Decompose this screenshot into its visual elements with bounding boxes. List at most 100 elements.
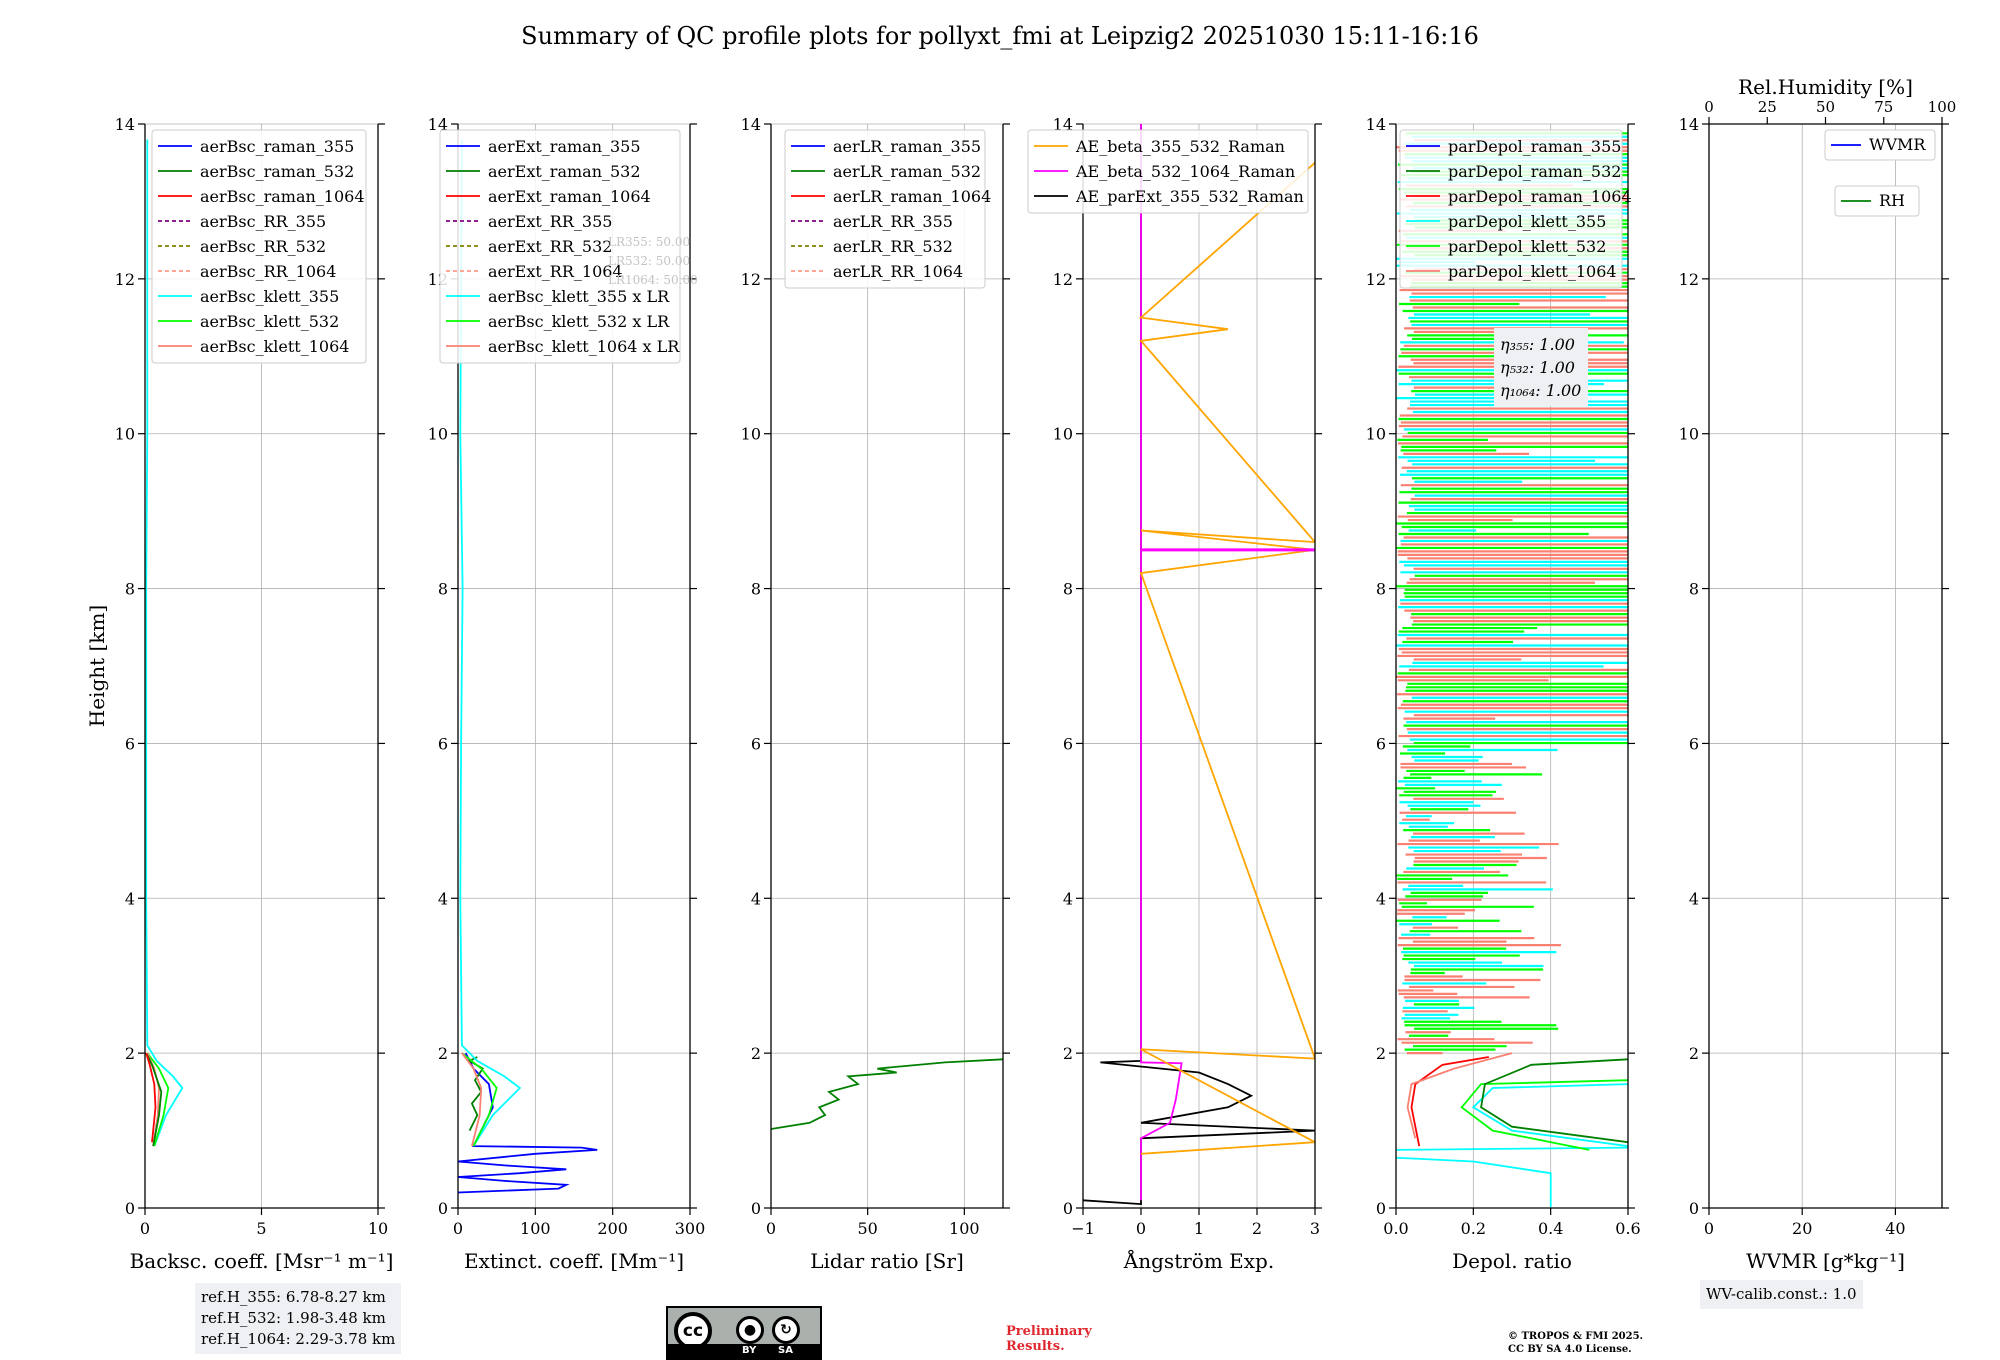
legend: AE_beta_355_532_Raman AE_beta_532_1064_Ra…: [1027, 129, 1309, 214]
x-tick-label: 0: [1136, 1219, 1146, 1238]
legend-label: AE_parExt_355_532_Raman: [1075, 187, 1304, 206]
y-tick-label: 14: [428, 115, 448, 134]
y-tick-label: 8: [125, 580, 135, 599]
y-tick-label: 12: [115, 270, 135, 289]
legend-label: WVMR: [1869, 135, 1926, 154]
legend-label: aerLR_RR_532: [833, 237, 953, 256]
series-line: [1138, 162, 1315, 1155]
legend-label: aerBsc_klett_355 x LR: [488, 287, 670, 306]
y-tick-label: 2: [1376, 1044, 1386, 1063]
legend-label: parDepol_klett_532: [1448, 237, 1606, 256]
legend-frame: [1399, 129, 1623, 289]
eta-label: η₃₅₅: 1.00: [1500, 335, 1575, 354]
y-tick-label: 2: [1689, 1044, 1699, 1063]
copyright-line-1: © TROPOS & FMI 2025.: [1508, 1331, 1644, 1342]
ref-height-1064: ref.H_1064: 2.29-3.78 km: [201, 1330, 396, 1348]
y-tick-label: 8: [1063, 580, 1073, 599]
y-tick-label: 8: [438, 580, 448, 599]
by-person-icon: ●: [736, 1316, 764, 1344]
x-axis-label: Lidar ratio [Sr]: [810, 1249, 964, 1273]
y-tick-label: 8: [1689, 580, 1699, 599]
y-tick-label: 10: [1366, 425, 1386, 444]
series-line: [146, 1052, 170, 1147]
legend-frame: [151, 129, 367, 364]
series-line: [1410, 1056, 1489, 1147]
series-line: [1140, 124, 1183, 1201]
legend-frame: [439, 129, 681, 364]
y-tick-label: 0: [1063, 1199, 1073, 1218]
top-x-tick-label: 0: [1704, 98, 1714, 116]
y-tick-label: 10: [428, 425, 448, 444]
data-layer: [1396, 132, 1628, 1208]
y-tick-label: 4: [438, 889, 448, 908]
sa-share-icon: ↻: [772, 1316, 800, 1344]
legend-label: RH: [1879, 191, 1905, 210]
series-line: [1460, 1079, 1628, 1151]
top-axis-label: Rel.Humidity [%]: [1738, 75, 1913, 99]
wv-calib-box: WV-calib.const.: 1.0: [1700, 1280, 1863, 1309]
y-tick-label: 6: [1063, 734, 1073, 753]
y-axis-label: Height [km]: [85, 605, 109, 727]
preliminary-line-1: Preliminary: [1006, 1324, 1092, 1339]
y-tick-label: 4: [751, 889, 761, 908]
legend-label: parDepol_raman_1064: [1448, 187, 1632, 206]
series-line: [771, 1058, 1003, 1130]
legend-label: aerExt_RR_355: [488, 212, 612, 231]
legend-frame: [1834, 185, 1920, 217]
panel-water_vapor: 0 2 4 6 8 10 12 14 0 20 40 WVMR [g*kg⁻¹] 0 25 50 75 100 R…: [1679, 75, 1957, 1273]
legend-label: aerLR_raman_532: [833, 162, 981, 181]
x-tick-label: 3: [1310, 1219, 1320, 1238]
x-tick-label: 0: [453, 1219, 463, 1238]
x-tick-label: 100: [949, 1219, 980, 1238]
legend: aerBsc_raman_355 aerBsc_raman_532 aerBsc_r…: [151, 129, 367, 364]
panel-backscatter: 0 2 4 6 8 10 12 14 0 5 10 Backsc. coeff. [Msr⁻¹ m⁻¹…: [85, 115, 393, 1273]
y-tick-label: 6: [1376, 734, 1386, 753]
y-tick-label: 2: [1063, 1044, 1073, 1063]
data-layer: [145, 139, 184, 1147]
series-line: [1406, 1052, 1513, 1139]
series-line: [461, 1052, 498, 1147]
lr-note: LR355: 50.00: [608, 235, 690, 249]
wv-calib-constant: WV-calib.const.: 1.0: [1706, 1285, 1857, 1303]
y-tick-label: 12: [1053, 270, 1073, 289]
panel-depolarization: 0 2 4 6 8 10 12 14 0.0 0.2 0.4 0.6 Depol. ratio parDe…: [1366, 115, 1641, 1273]
legend-label: aerBsc_klett_1064 x LR: [488, 337, 680, 356]
preliminary-line-2: Results.: [1006, 1339, 1065, 1354]
legend-label: parDepol_klett_1064: [1448, 262, 1617, 281]
legend-label: aerLR_raman_355: [833, 137, 981, 156]
top-x-tick-label: 100: [1928, 98, 1957, 116]
copyright-line-2: CC BY SA 4.0 License.: [1508, 1344, 1632, 1355]
x-axis-label: Ångström Exp.: [1123, 1248, 1274, 1273]
x-axis-label: WVMR [g*kg⁻¹]: [1746, 1249, 1905, 1273]
figure-title: Summary of QC profile plots for pollyxt_…: [521, 22, 1479, 50]
x-tick-label: 2: [1252, 1219, 1262, 1238]
eta-label: η₅₃₂: 1.00: [1500, 358, 1575, 377]
y-tick-label: 12: [741, 270, 761, 289]
legend-label: aerBsc_RR_355: [200, 212, 326, 231]
legend-label: aerBsc_klett_355: [200, 287, 339, 306]
y-tick-label: 14: [1679, 115, 1699, 134]
legend-label: aerBsc_RR_532: [200, 237, 326, 256]
legend-label: aerExt_raman_532: [488, 162, 641, 181]
y-tick-label: 6: [751, 734, 761, 753]
top-x-tick-label: 25: [1758, 98, 1777, 116]
legend: WVMR RH: [1824, 129, 1936, 217]
y-tick-label: 6: [125, 734, 135, 753]
legend-label: aerBsc_klett_532 x LR: [488, 312, 670, 331]
cc-by-label: BY: [742, 1345, 757, 1356]
cc-sa-label: SA: [778, 1345, 793, 1356]
y-tick-label: 4: [1376, 889, 1386, 908]
y-tick-label: 2: [751, 1044, 761, 1063]
y-tick-label: 0: [438, 1199, 448, 1218]
ref-height-355: ref.H_355: 6.78-8.27 km: [201, 1288, 386, 1306]
legend-label: parDepol_raman_532: [1448, 162, 1621, 181]
series-line: [145, 139, 184, 1147]
legend-label: parDepol_raman_355: [1448, 137, 1621, 156]
legend: aerLR_raman_355 aerLR_raman_532 aerLR_rama…: [784, 129, 991, 289]
x-tick-label: 40: [1885, 1219, 1905, 1238]
series-line: [1396, 1146, 1628, 1151]
y-tick-label: 2: [125, 1044, 135, 1063]
legend-label: aerBsc_raman_1064: [200, 187, 365, 206]
